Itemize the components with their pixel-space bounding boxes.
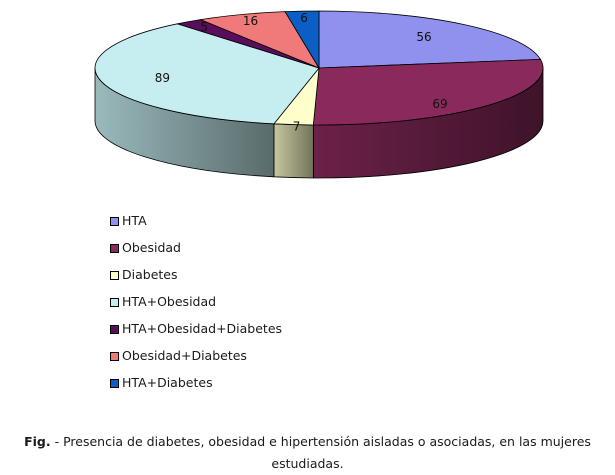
data-label-hta-obesidad: 89 (155, 71, 170, 85)
legend-swatch (110, 298, 119, 307)
pie-slice-hta-diabetes (284, 10, 320, 70)
legend-label: Obesidad (122, 240, 181, 255)
figure-caption: Fig. - Presencia de diabetes, obesidad e… (0, 431, 615, 475)
legend-item-hta: HTA (110, 214, 282, 241)
data-label-hta-diabetes: 6 (300, 11, 308, 25)
legend-label: HTA+Diabetes (122, 375, 213, 390)
pie-slice-obesidad (312, 58, 544, 126)
legend-swatch (110, 352, 119, 361)
legend-swatch (110, 271, 119, 280)
data-label-diabetes: 7 (293, 120, 301, 134)
legend-item-hta-obesidad: HTA+Obesidad (110, 295, 282, 322)
data-label-hta: 56 (416, 30, 431, 44)
data-label-obesidad: 69 (432, 97, 447, 111)
caption-prefix: Fig. (24, 434, 51, 449)
legend-item-hta-diabetes: HTA+Diabetes (110, 376, 282, 403)
pie-chart: 56 69 7 89 5 16 6 (94, 10, 544, 179)
legend-label: HTA (122, 213, 147, 228)
legend-label: Obesidad+Diabetes (122, 348, 247, 363)
legend-item-hta-obesidad-diabetes: HTA+Obesidad+Diabetes (110, 322, 282, 349)
legend-item-obesidad-diabetes: Obesidad+Diabetes (110, 349, 282, 376)
legend-label: Diabetes (122, 267, 178, 282)
legend-label: HTA+Obesidad (122, 294, 217, 309)
legend-swatch (110, 379, 119, 388)
legend: HTA Obesidad Diabetes HTA+Obesidad HTA+Obesi… (110, 214, 282, 403)
caption-text: - Presencia de diabetes, obesidad e hipe… (50, 434, 591, 471)
pie-slice-hta (318, 10, 542, 69)
legend-swatch (110, 244, 119, 253)
pie-slice-hta-obesidad (94, 23, 320, 125)
legend-swatch (110, 217, 119, 226)
data-label-hta-obesidad-diabetes: 5 (201, 20, 209, 34)
legend-item-diabetes: Diabetes (110, 268, 282, 295)
legend-swatch (110, 325, 119, 334)
legend-item-obesidad: Obesidad (110, 241, 282, 268)
legend-label: HTA+Obesidad+Diabetes (122, 321, 283, 336)
data-label-obesidad-diabetes: 16 (243, 14, 258, 28)
